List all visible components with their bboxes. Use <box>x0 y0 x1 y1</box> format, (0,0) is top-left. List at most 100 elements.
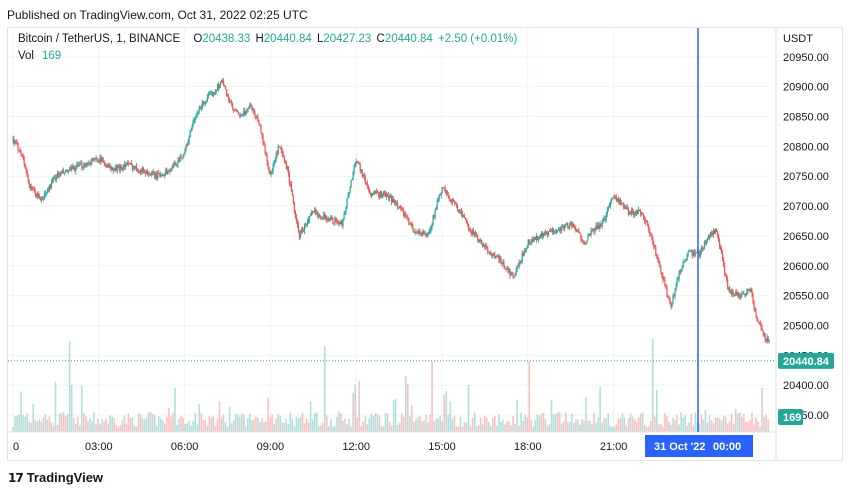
volume-bar <box>101 419 103 432</box>
candle-body <box>468 229 471 231</box>
volume-bar <box>431 361 433 432</box>
candle-body <box>228 95 230 100</box>
candle-body <box>101 158 103 162</box>
candle-body <box>16 141 18 144</box>
candle-body <box>196 111 198 115</box>
volume-bar <box>526 417 529 432</box>
candle-body <box>178 160 180 163</box>
volume-bar <box>117 426 120 432</box>
candle-body <box>249 104 251 108</box>
candle-body <box>559 227 561 229</box>
volume-bar <box>388 421 391 432</box>
volume-bar <box>129 417 132 432</box>
candle-body <box>390 196 393 203</box>
volume-bar <box>704 410 707 432</box>
candle-body <box>622 203 625 207</box>
volume-bar <box>601 422 603 432</box>
candle-body <box>594 227 596 232</box>
candle-body <box>31 186 33 189</box>
volume-bar <box>455 426 458 432</box>
candle-body <box>301 229 304 231</box>
volume-bar <box>60 413 63 432</box>
volume-bar <box>645 426 648 432</box>
volume-bar <box>149 412 152 432</box>
candle-body <box>429 230 431 233</box>
candle-body <box>354 162 356 167</box>
candle-body <box>422 231 424 235</box>
volume-bar <box>641 412 644 432</box>
candle-body <box>314 210 316 212</box>
candle-body <box>768 340 770 342</box>
candle-body <box>60 172 63 174</box>
candle-body <box>525 248 527 252</box>
volume-bar <box>26 413 28 432</box>
price-axis-label: 20650.00 <box>783 231 829 243</box>
candle-body <box>521 253 523 261</box>
volume-bar <box>372 415 375 432</box>
candle-body <box>33 189 35 192</box>
volume-bar <box>607 413 610 432</box>
volume-bar <box>83 412 85 432</box>
candle-body <box>481 239 483 244</box>
candle-body <box>756 316 758 321</box>
volume-bar <box>48 416 51 432</box>
candle-body <box>492 253 494 256</box>
candle-body <box>440 193 442 196</box>
candle-body <box>659 262 661 267</box>
volume-bar <box>631 416 634 432</box>
volume-bar <box>518 425 520 432</box>
volume-bar <box>457 426 460 432</box>
candle-body <box>601 221 603 226</box>
candle-body <box>73 166 75 169</box>
candle-body <box>57 173 60 176</box>
price-axis-label: 20750.00 <box>783 171 829 183</box>
candle-body <box>18 149 20 151</box>
volume-bar <box>390 425 393 432</box>
volume-bar <box>508 421 510 432</box>
candle-body <box>316 212 318 215</box>
volume-bar <box>210 417 213 432</box>
volume-bar <box>662 426 664 432</box>
candle-body <box>140 169 143 172</box>
candle-body <box>133 166 136 169</box>
volume-bar <box>743 414 745 432</box>
candle-body <box>273 161 275 165</box>
candle-body <box>542 233 545 237</box>
candle-body <box>602 218 604 222</box>
time-axis-label: 15:00 <box>428 441 456 453</box>
candle-body <box>169 170 171 172</box>
candle-body <box>137 170 140 172</box>
candle-body <box>381 195 384 197</box>
volume-bar <box>72 418 75 432</box>
candle-body <box>428 232 430 234</box>
candle-body <box>619 199 621 204</box>
candle-body <box>724 265 726 273</box>
tradingview-logo[interactable]: 17 TradingView <box>8 470 103 485</box>
candle-body <box>320 215 322 218</box>
volume-bar <box>536 414 539 432</box>
candle-body <box>409 222 411 225</box>
candle-body <box>641 213 643 215</box>
candle-body <box>439 194 441 196</box>
candle-body <box>213 92 216 95</box>
candle-body <box>538 237 540 239</box>
volume-bar <box>176 425 178 432</box>
candle-body <box>611 198 613 200</box>
volume-bar <box>178 418 180 432</box>
volume-bar <box>722 415 725 432</box>
candle-body <box>457 209 460 213</box>
candle-body <box>495 256 497 259</box>
volume-bar <box>512 416 514 432</box>
volume-bar <box>95 424 97 432</box>
candle-body <box>662 275 664 280</box>
chart-frame[interactable] <box>7 27 843 461</box>
candle-body <box>626 207 629 210</box>
candle-body <box>523 251 525 256</box>
volume-bar <box>190 425 192 432</box>
volume-bar <box>651 338 654 432</box>
candle-body <box>528 239 530 245</box>
volume-bar <box>188 420 190 432</box>
candle-body <box>138 171 141 173</box>
volume-bar <box>674 420 676 432</box>
